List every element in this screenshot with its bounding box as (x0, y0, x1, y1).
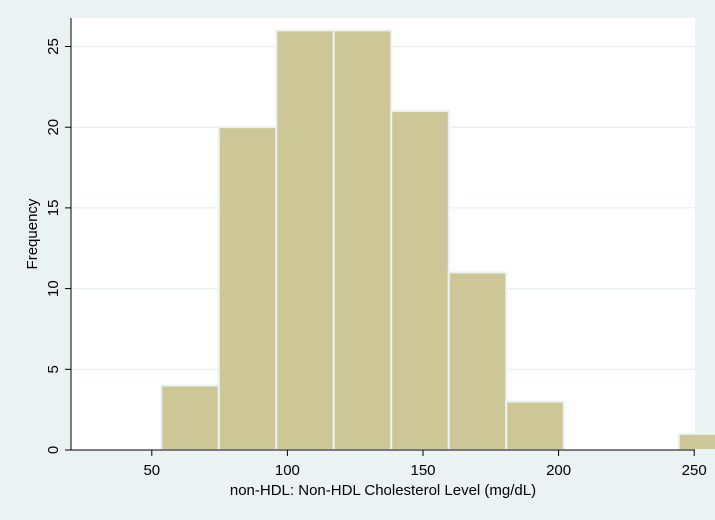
y-tick-label: 20 (45, 119, 62, 136)
x-ticks: 50 100 150 200 250 (143, 450, 707, 479)
x-tick-label: 100 (275, 462, 300, 479)
histogram-bar (217, 126, 278, 451)
y-tick-label: 15 (45, 200, 62, 217)
y-tick-label: 0 (45, 446, 62, 454)
x-tick-label: 250 (682, 462, 707, 479)
y-ticks: 0 5 10 15 20 25 (45, 38, 71, 454)
histogram-bar (447, 271, 508, 451)
y-tick-label: 5 (45, 365, 62, 373)
bars (160, 29, 715, 452)
histogram-bar (275, 29, 335, 452)
x-axis-title: non-HDL: Non-HDL Cholesterol Level (mg/d… (230, 482, 536, 499)
x-tick-label: 200 (546, 462, 571, 479)
histogram-bar (332, 29, 393, 452)
y-tick-label: 25 (45, 38, 62, 55)
histogram-bar (505, 400, 565, 451)
histogram-bar (677, 432, 715, 451)
histogram-bar (160, 384, 220, 451)
histogram-bar (390, 110, 450, 451)
y-tick-label: 10 (45, 280, 62, 297)
x-tick-label: 150 (410, 462, 435, 479)
x-tick-label: 50 (143, 462, 160, 479)
y-axis-title: Frequency (24, 198, 41, 269)
axes (70, 18, 695, 451)
